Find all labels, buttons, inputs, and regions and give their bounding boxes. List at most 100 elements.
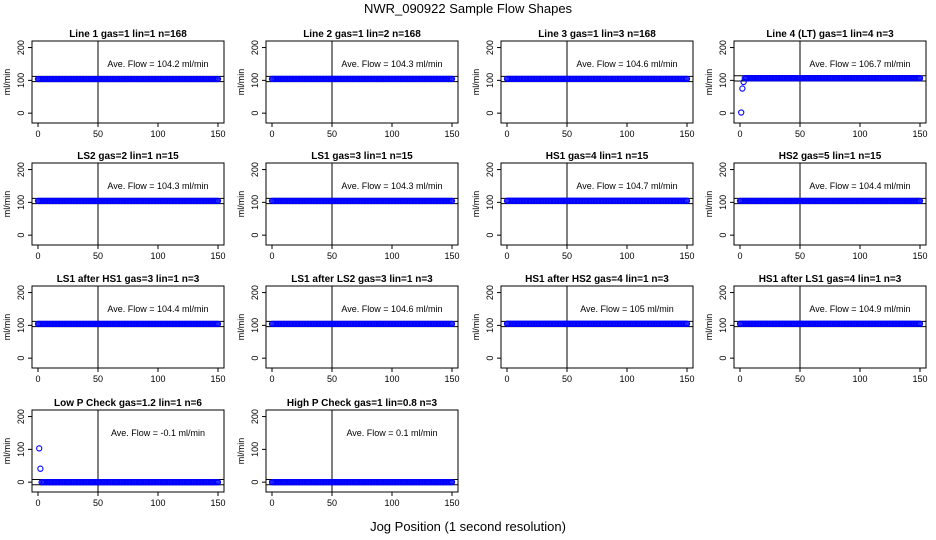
x-tick-label: 100 [619,251,634,261]
data-point [740,78,747,86]
y-tick-label: 200 [718,285,728,300]
y-tick-label: 0 [485,111,495,116]
x-tick-label: 150 [679,251,694,261]
panel-9: LS1 after HS1 gas=3 lin=1 n=3 0 50 100 150 0 1… [2,274,226,384]
y-tick-label: 200 [16,162,26,177]
x-tick-label: 150 [210,129,225,139]
x-tick-label: 100 [384,498,399,508]
figure-title: NWR_090922 Sample Flow Shapes [363,1,573,16]
x-tick-label: 0 [269,498,274,508]
y-tick-label: 0 [250,480,260,485]
y-axis-label: ml/min [236,438,246,465]
y-tick-label: 0 [16,480,26,485]
y-tick-label: 0 [250,111,260,116]
x-tick-label: 50 [562,129,572,139]
data-point [36,445,43,452]
x-tick-label: 150 [679,129,694,139]
y-axis-label: ml/min [471,314,481,341]
average-flow-annotation: Ave. Flow = 106.7 ml/min [809,59,910,69]
y-tick-label: 200 [16,409,26,424]
y-tick-label: 200 [16,40,26,55]
x-tick-label: 150 [912,251,927,261]
average-flow-annotation: Ave. Flow = 104.4 ml/min [107,304,208,314]
panel-title: Low P Check gas=1.2 lin=1 n=6 [54,398,202,409]
panel-title: HS1 gas=4 lin=1 n=15 [546,151,649,162]
y-tick-label: 100 [250,73,260,88]
panel-12: HS1 after LS1 gas=4 lin=1 n=3 0 50 100 150 0 1… [704,274,928,384]
average-flow-annotation: Ave. Flow = 104.7 ml/min [576,181,677,191]
data-point [916,75,924,82]
x-tick-label: 100 [384,129,399,139]
data-point [448,75,456,83]
x-tick-label: 100 [384,251,399,261]
y-axis-label: ml/min [236,69,246,96]
panel-title: LS1 after HS1 gas=3 lin=1 n=3 [57,274,200,285]
data-point [214,320,222,328]
y-axis-label: ml/min [471,191,481,218]
panel-14: High P Check gas=1 lin=0.8 n=3 0 50 100 150 0… [236,398,460,508]
panel-5: LS2 gas=2 lin=1 n=15 0 50 100 150 0 100 200 ml/m… [2,151,226,261]
y-axis-label: ml/min [236,314,246,341]
x-tick-label: 150 [912,374,927,384]
x-tick-label: 100 [619,129,634,139]
average-flow-annotation: Ave. Flow = 105 ml/min [580,304,674,314]
x-tick-label: 150 [210,374,225,384]
panel-4: Line 4 (LT) gas=1 lin=4 n=3 0 50 100 150 0 100… [704,29,928,139]
data-point [683,75,691,83]
y-axis-label: ml/min [2,314,12,341]
panel-13: Low P Check gas=1.2 lin=1 n=6 0 50 100 150 0 1… [2,398,226,508]
panel-title: HS1 after LS1 gas=4 lin=1 n=3 [759,274,902,285]
average-flow-annotation: Ave. Flow = 104.6 ml/min [341,304,442,314]
x-tick-label: 0 [269,374,274,384]
panel-8: HS2 gas=5 lin=1 n=15 0 50 100 150 0 100 200 ml/m… [704,151,928,261]
y-tick-label: 100 [485,195,495,210]
panel-frame [31,409,225,493]
data-point [448,197,456,205]
x-tick-label: 0 [737,374,742,384]
panel-10: LS1 after LS2 gas=3 lin=1 n=3 0 50 100 150 0 1… [236,274,460,384]
panel-title: Line 1 gas=1 lin=1 n=168 [69,29,187,40]
x-tick-label: 50 [327,129,337,139]
x-tick-label: 50 [93,498,103,508]
panel-11: HS1 after HS2 gas=4 lin=1 n=3 0 50 100 150 0 1… [471,274,695,384]
panel-title: HS2 gas=5 lin=1 n=15 [779,151,882,162]
y-tick-label: 200 [250,162,260,177]
x-tick-label: 0 [35,374,40,384]
x-tick-label: 0 [35,498,40,508]
x-tick-label: 150 [444,498,459,508]
x-tick-label: 0 [504,374,509,384]
y-tick-label: 0 [16,111,26,116]
panel-title: Line 2 gas=1 lin=2 n=168 [303,29,421,40]
y-axis-label: ml/min [704,69,714,96]
data-point [448,478,456,486]
y-tick-label: 200 [485,162,495,177]
y-tick-label: 0 [16,356,26,361]
x-tick-label: 100 [619,374,634,384]
panel-1: Line 1 gas=1 lin=1 n=168 0 50 100 150 0 100 200… [2,29,226,139]
y-tick-label: 200 [718,162,728,177]
x-tick-label: 50 [562,251,572,261]
y-tick-label: 0 [16,233,26,238]
x-tick-label: 100 [150,129,165,139]
data-point [683,320,691,327]
y-tick-label: 200 [250,285,260,300]
y-axis-label: ml/min [704,191,714,218]
x-tick-label: 0 [504,129,509,139]
x-tick-label: 150 [912,129,927,139]
panel-frame [265,409,459,493]
data-point [214,197,222,205]
x-tick-label: 50 [327,374,337,384]
y-tick-label: 0 [718,111,728,116]
panel-3: Line 3 gas=1 lin=3 n=168 0 50 100 150 0 100 200… [471,29,695,139]
y-tick-label: 100 [718,195,728,210]
x-tick-label: 100 [384,374,399,384]
x-tick-label: 50 [93,374,103,384]
x-tick-label: 50 [795,129,805,139]
x-tick-label: 150 [210,251,225,261]
data-point [37,465,44,472]
x-tick-label: 100 [150,251,165,261]
y-axis-label: ml/min [2,438,12,465]
y-tick-label: 100 [16,442,26,457]
average-flow-annotation: Ave. Flow = 104.6 ml/min [576,59,677,69]
